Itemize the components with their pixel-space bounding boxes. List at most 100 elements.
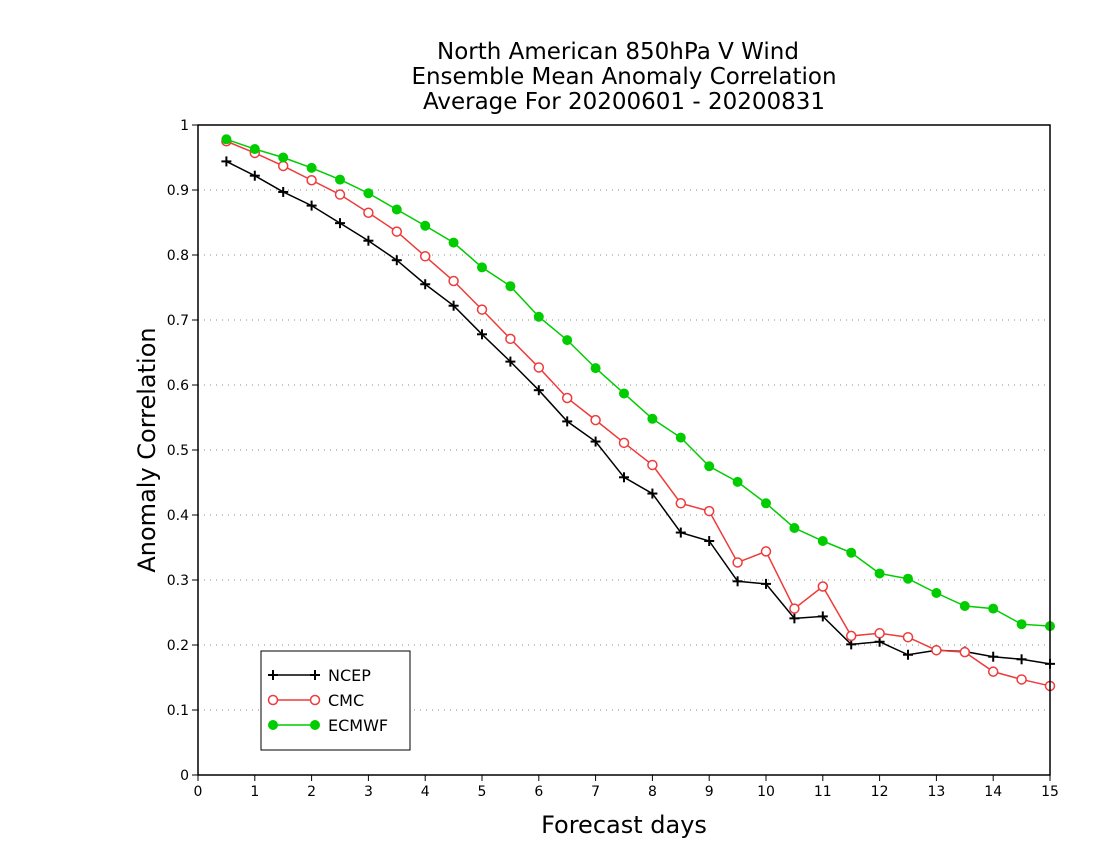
data-point — [335, 218, 345, 229]
plot-frame — [197, 124, 1051, 776]
data-point — [902, 631, 914, 643]
data-point — [590, 436, 601, 447]
y-axis-label: Anomaly Correlation — [133, 327, 161, 572]
data-point — [675, 498, 687, 509]
data-point — [419, 251, 431, 262]
data-point — [732, 576, 743, 587]
data-point — [988, 651, 999, 662]
legend-label: CMC — [328, 691, 364, 710]
x-tick-label: 12 — [871, 784, 889, 800]
data-point — [647, 413, 658, 424]
data-point — [533, 385, 544, 396]
x-tick-label: 0 — [194, 784, 203, 800]
data-point — [391, 255, 402, 266]
title-line-2: Ensemble Mean Anomaly Correlation — [411, 64, 836, 90]
data-point — [789, 523, 800, 533]
y-tick-label: 0.4 — [167, 508, 189, 524]
data-point — [732, 476, 743, 487]
data-point — [334, 189, 346, 200]
x-tick-label: 10 — [757, 784, 775, 800]
data-point — [476, 304, 488, 315]
series-line — [226, 138, 1051, 627]
x-tick-label: 14 — [984, 784, 1002, 800]
y-tick-label: 0.1 — [167, 703, 189, 719]
series-cmc — [221, 136, 1056, 692]
data-point — [505, 281, 516, 292]
data-point — [477, 262, 487, 273]
y-tick-label: 0 — [180, 768, 189, 784]
data-point — [619, 472, 629, 483]
gridlines — [198, 189, 1050, 711]
x-tick-label: 5 — [478, 784, 487, 800]
data-point — [987, 666, 999, 677]
data-point — [561, 392, 573, 404]
data-point — [335, 174, 345, 185]
data-point — [1016, 674, 1027, 685]
data-point — [903, 649, 913, 660]
data-point — [619, 388, 629, 399]
data-point — [420, 279, 431, 290]
data-point — [817, 581, 829, 592]
legend-marker-left — [268, 670, 278, 680]
axis-ticks: 00.10.20.30.40.50.60.70.80.910 1 2 3 4 5 6 7 8 9 1… — [167, 118, 1059, 800]
x-tick-label: 9 — [705, 784, 714, 800]
data-point — [874, 628, 885, 639]
x-tick-label: 13 — [927, 784, 945, 800]
data-point — [533, 362, 545, 373]
x-tick-label: 1 — [250, 784, 259, 800]
legend-marker-left — [268, 720, 278, 730]
data-point — [278, 186, 289, 197]
data-point — [703, 505, 715, 517]
data-point — [249, 144, 260, 155]
data-point — [249, 170, 260, 181]
series-ncep — [221, 156, 1055, 669]
data-point — [647, 488, 658, 499]
legend-marker-right — [310, 670, 320, 680]
legend-entry-ecmwf: ECMWF — [268, 716, 388, 735]
data-point — [789, 613, 800, 624]
data-point — [874, 568, 885, 579]
data-point — [931, 588, 942, 598]
data-point — [590, 363, 601, 374]
x-tick-label: 2 — [307, 784, 316, 800]
y-tick-label: 0.3 — [167, 573, 189, 589]
legend-marker-right — [309, 694, 321, 706]
data-point — [817, 536, 828, 546]
data-point — [505, 333, 516, 345]
x-tick-label: 4 — [421, 784, 430, 800]
data-point — [533, 311, 544, 322]
data-point — [988, 603, 999, 614]
legend-marker-right — [310, 720, 320, 730]
data-point — [761, 578, 771, 589]
y-tick-label: 0.2 — [167, 638, 189, 654]
data-point — [448, 275, 459, 287]
data-point — [278, 152, 289, 163]
data-point — [306, 200, 317, 211]
data-point — [760, 546, 772, 557]
data-point — [845, 630, 857, 642]
data-point — [477, 329, 487, 340]
data-point — [903, 573, 913, 584]
data-point — [306, 175, 317, 186]
legend: NCEP CMC ECMWF — [260, 650, 411, 751]
data-point — [221, 134, 232, 145]
series-ecmwf — [221, 134, 1055, 632]
y-tick-label: 0.8 — [167, 248, 189, 264]
data-point — [1016, 654, 1027, 665]
data-point — [363, 188, 374, 199]
data-point — [846, 547, 857, 558]
y-tick-label: 0.6 — [167, 378, 189, 394]
data-point — [277, 160, 289, 172]
data-point — [959, 646, 971, 658]
data-point — [363, 207, 374, 218]
data-point — [704, 536, 715, 546]
x-tick-label: 6 — [534, 784, 543, 800]
data-point — [391, 204, 402, 215]
x-tick-label: 15 — [1041, 784, 1059, 800]
data-point — [221, 156, 232, 167]
data-point — [1016, 619, 1027, 630]
legend-marker-left — [267, 694, 279, 706]
data-point — [959, 601, 970, 611]
legend-entry-ncep: NCEP — [268, 666, 371, 685]
legend-entry-cmc: CMC — [267, 691, 364, 710]
